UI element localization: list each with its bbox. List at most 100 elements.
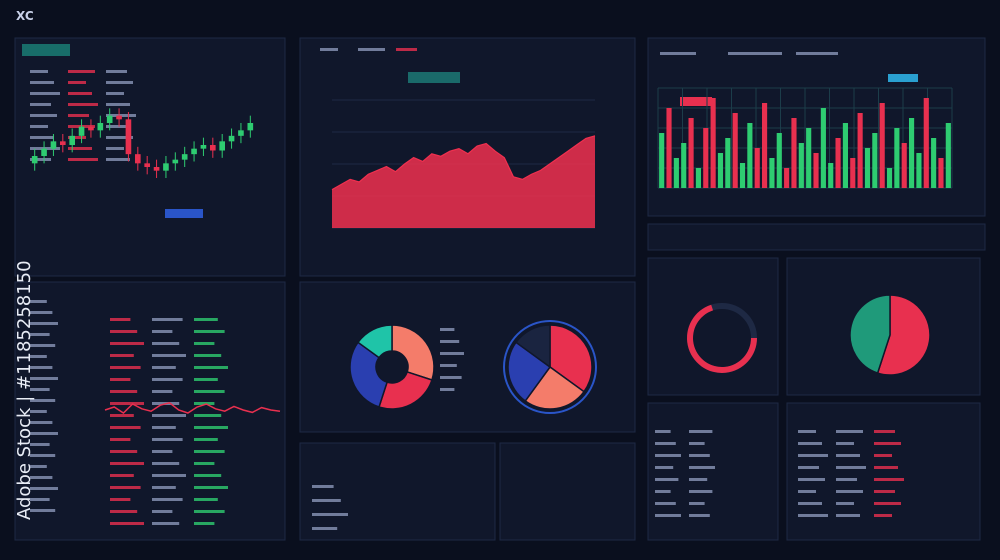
candle-body bbox=[31, 156, 38, 164]
candle-body bbox=[181, 154, 188, 160]
text-placeholder bbox=[194, 402, 215, 405]
text-placeholder bbox=[152, 318, 183, 321]
text-placeholder bbox=[68, 147, 92, 150]
bar bbox=[754, 148, 760, 188]
bar bbox=[798, 143, 804, 188]
text-placeholder bbox=[152, 378, 183, 381]
panel bbox=[647, 257, 779, 396]
text-placeholder bbox=[106, 147, 124, 150]
text-placeholder bbox=[440, 340, 460, 343]
text-placeholder bbox=[728, 52, 782, 55]
text-placeholder bbox=[689, 466, 715, 469]
text-placeholder bbox=[110, 438, 131, 441]
bar bbox=[938, 158, 944, 188]
text-placeholder bbox=[798, 454, 828, 457]
text-placeholder bbox=[194, 378, 218, 381]
text-placeholder bbox=[110, 342, 144, 345]
text-placeholder bbox=[689, 430, 713, 433]
bar bbox=[857, 113, 863, 188]
text-placeholder bbox=[689, 502, 705, 505]
candle-body bbox=[97, 123, 104, 131]
pie-slice bbox=[849, 294, 891, 374]
panel bbox=[299, 442, 496, 541]
candle-body bbox=[247, 123, 254, 131]
text-placeholder bbox=[655, 466, 674, 469]
bar bbox=[916, 153, 922, 188]
text-placeholder bbox=[68, 158, 98, 161]
text-placeholder bbox=[152, 474, 186, 477]
badge bbox=[888, 74, 918, 82]
text-placeholder bbox=[320, 48, 338, 51]
bar bbox=[659, 133, 665, 188]
text-placeholder bbox=[689, 442, 705, 445]
text-placeholder bbox=[110, 378, 131, 381]
candle-body bbox=[153, 167, 160, 171]
text-placeholder bbox=[30, 366, 53, 369]
text-placeholder bbox=[152, 366, 176, 369]
bar bbox=[806, 128, 812, 188]
text-placeholder bbox=[30, 311, 53, 314]
text-placeholder bbox=[312, 527, 338, 530]
text-placeholder bbox=[655, 514, 681, 517]
text-placeholder bbox=[874, 478, 904, 481]
text-placeholder bbox=[440, 364, 457, 367]
bar bbox=[732, 113, 738, 188]
text-placeholder bbox=[110, 330, 138, 333]
panel bbox=[647, 402, 779, 541]
text-placeholder bbox=[30, 509, 56, 512]
text-placeholder bbox=[110, 462, 144, 465]
text-placeholder bbox=[836, 514, 860, 517]
text-placeholder bbox=[30, 432, 58, 435]
text-placeholder bbox=[68, 92, 92, 95]
bar bbox=[673, 158, 679, 188]
text-placeholder bbox=[106, 114, 136, 117]
bar bbox=[739, 163, 746, 188]
text-placeholder bbox=[440, 388, 455, 391]
text-placeholder bbox=[194, 522, 215, 525]
tab[interactable] bbox=[22, 44, 70, 56]
candle-body bbox=[41, 148, 47, 156]
text-placeholder bbox=[68, 70, 95, 73]
text-placeholder bbox=[798, 514, 828, 517]
bar bbox=[747, 123, 753, 188]
button[interactable] bbox=[165, 209, 203, 218]
logo: XC bbox=[16, 9, 34, 23]
bar bbox=[710, 98, 716, 188]
text-placeholder bbox=[30, 114, 57, 117]
text-placeholder bbox=[68, 114, 89, 117]
text-placeholder bbox=[655, 430, 671, 433]
candle-body bbox=[228, 135, 235, 142]
candle-body bbox=[135, 154, 141, 164]
panel bbox=[647, 223, 986, 251]
area bbox=[332, 135, 595, 228]
text-placeholder bbox=[836, 454, 860, 457]
bar bbox=[666, 108, 672, 188]
text-placeholder bbox=[68, 81, 86, 84]
bar bbox=[681, 143, 687, 188]
text-placeholder bbox=[440, 376, 462, 379]
text-placeholder bbox=[110, 318, 131, 321]
text-placeholder bbox=[194, 498, 218, 501]
text-placeholder bbox=[110, 450, 138, 453]
text-placeholder bbox=[106, 92, 124, 95]
text-placeholder bbox=[836, 430, 863, 433]
bar bbox=[894, 128, 900, 188]
candle-body bbox=[88, 126, 94, 131]
text-placeholder bbox=[30, 421, 53, 424]
button[interactable] bbox=[408, 72, 460, 83]
bar bbox=[725, 138, 731, 188]
candle-body bbox=[210, 145, 216, 151]
text-placeholder bbox=[106, 70, 127, 73]
ring bbox=[503, 320, 597, 414]
candle-body bbox=[219, 141, 225, 151]
bar bbox=[901, 143, 907, 188]
text-placeholder bbox=[836, 442, 854, 445]
bar bbox=[784, 168, 790, 188]
text-placeholder bbox=[152, 498, 183, 501]
bar bbox=[872, 133, 878, 188]
text-placeholder bbox=[152, 390, 173, 393]
text-placeholder bbox=[798, 442, 822, 445]
pie-slice bbox=[349, 341, 389, 408]
text-placeholder bbox=[30, 443, 50, 446]
bar bbox=[850, 158, 856, 188]
